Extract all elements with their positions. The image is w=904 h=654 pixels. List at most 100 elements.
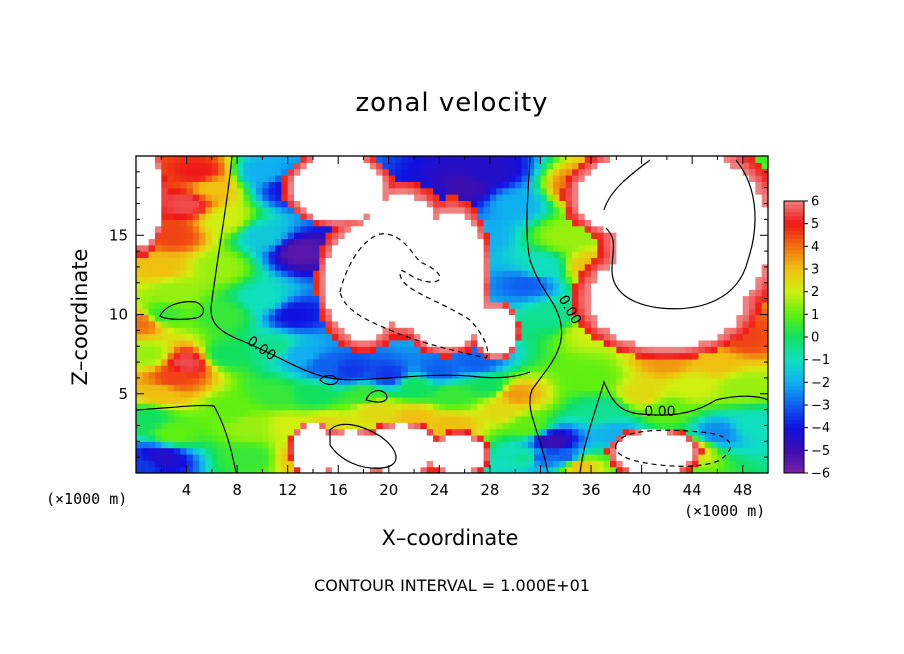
- field-cell: [666, 289, 674, 297]
- field-cell: [357, 257, 365, 265]
- field-cell: [635, 441, 643, 449]
- field-cell: [692, 213, 700, 220]
- field-cell: [559, 308, 567, 316]
- field-cell: [262, 263, 270, 271]
- field-cell: [142, 415, 150, 423]
- field-cell: [325, 352, 333, 360]
- field-cell: [199, 415, 207, 423]
- field-cell: [572, 314, 579, 322]
- field-cell: [445, 225, 453, 233]
- field-cell: [477, 422, 485, 430]
- field-cell: [205, 295, 213, 303]
- field-cell: [369, 441, 377, 449]
- field-cell: [256, 390, 263, 398]
- field-cell: [698, 194, 706, 201]
- field-cell: [578, 371, 586, 379]
- field-cell: [704, 327, 712, 335]
- field-cell: [439, 441, 447, 449]
- field-cell: [388, 263, 396, 271]
- field-cell: [262, 213, 270, 220]
- field-cell: [458, 238, 466, 246]
- field-cell: [515, 327, 523, 335]
- field-cell: [287, 460, 295, 468]
- field-cell: [717, 403, 725, 411]
- field-cell: [376, 365, 384, 373]
- field-cell: [237, 415, 245, 423]
- field-cell: [603, 314, 611, 322]
- field-cell: [319, 441, 327, 449]
- field-cell: [527, 156, 535, 163]
- field-cell: [603, 232, 611, 240]
- field-cell: [622, 447, 630, 455]
- field-cell: [414, 460, 421, 468]
- field-cell: [483, 320, 491, 328]
- field-cell: [591, 244, 598, 252]
- field-cell: [142, 320, 150, 328]
- field-cell: [357, 441, 365, 449]
- field-cell: [616, 168, 624, 176]
- field-cell: [470, 282, 478, 290]
- field-cell: [622, 168, 630, 176]
- field-cell: [199, 206, 207, 214]
- field-cell: [464, 447, 472, 455]
- field-cell: [407, 320, 415, 328]
- field-cell: [635, 162, 643, 170]
- field-cell: [483, 339, 491, 347]
- field-cell: [477, 346, 485, 354]
- field-cell: [527, 263, 535, 271]
- field-cell: [243, 390, 251, 398]
- field-cell: [186, 314, 194, 322]
- field-cell: [205, 232, 213, 240]
- field-cell: [388, 282, 396, 290]
- field-cell: [489, 257, 497, 265]
- field-cell: [388, 371, 396, 379]
- field-cell: [458, 213, 466, 220]
- field-cell: [224, 289, 232, 297]
- field-cell: [704, 441, 712, 449]
- field-cell: [420, 276, 428, 284]
- field-cell: [445, 206, 453, 214]
- field-cell: [218, 371, 226, 379]
- field-cell: [312, 270, 320, 278]
- field-cell: [521, 409, 529, 417]
- field-cell: [218, 263, 226, 271]
- field-cell: [496, 409, 504, 417]
- field-cell: [540, 441, 548, 449]
- field-cell: [534, 282, 542, 290]
- field-cell: [452, 422, 459, 430]
- field-cell: [654, 377, 662, 385]
- field-cell: [218, 320, 226, 328]
- field-cell: [692, 276, 700, 284]
- field-cell: [635, 213, 643, 220]
- field-cell: [597, 434, 605, 442]
- field-cell: [363, 206, 371, 214]
- field-cell: [325, 301, 333, 309]
- field-cell: [483, 447, 491, 455]
- field-cell: [470, 251, 478, 259]
- field-cell: [546, 352, 554, 360]
- field-cell: [559, 327, 567, 335]
- field-cell: [711, 314, 719, 322]
- field-cell: [230, 162, 238, 170]
- field-cell: [167, 219, 175, 227]
- field-cell: [211, 200, 219, 208]
- field-cell: [249, 251, 257, 259]
- field-cell: [730, 232, 737, 240]
- field-cell: [294, 320, 301, 328]
- field-cell: [470, 365, 478, 373]
- field-cell: [161, 352, 169, 360]
- field-cell: [249, 301, 257, 309]
- field-cell: [376, 162, 384, 170]
- field-cell: [736, 371, 744, 379]
- field-cell: [388, 295, 396, 303]
- field-cell: [420, 244, 428, 252]
- field-cell: [407, 194, 415, 201]
- field-cell: [761, 339, 768, 347]
- field-cell: [742, 251, 750, 259]
- field-cell: [224, 422, 232, 430]
- field-cell: [540, 219, 548, 227]
- field-cell: [388, 358, 396, 366]
- field-cell: [357, 295, 365, 303]
- field-cell: [294, 238, 301, 246]
- field-cell: [268, 251, 276, 259]
